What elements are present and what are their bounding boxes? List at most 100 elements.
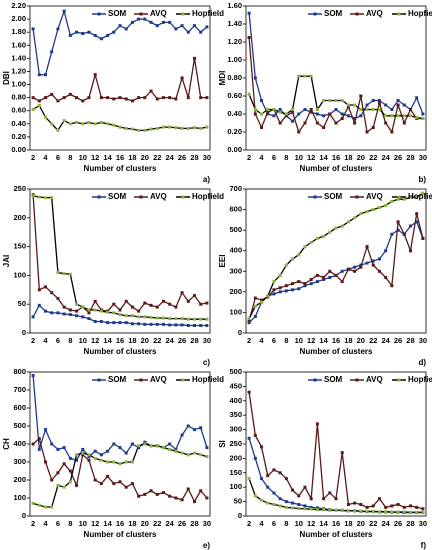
x-tick-label: 30 [419,519,427,528]
y-tick-label: 1.40 [227,19,242,28]
marker [421,507,425,511]
marker [260,300,264,304]
marker [130,314,134,318]
marker [112,442,116,446]
marker [365,245,369,249]
marker [99,458,103,462]
y-tick-label: 1.20 [227,37,242,46]
marker [44,309,48,313]
y-tick-label: 0.60 [11,106,26,115]
marker [50,442,54,446]
marker [168,442,172,446]
marker [291,282,295,286]
marker [37,103,41,107]
x-tick-label: 16 [332,153,340,162]
marker [365,505,369,509]
marker [161,446,165,450]
marker [149,489,153,493]
x-tick-label: 8 [68,336,72,345]
panel-label: a) [203,175,210,184]
marker [322,497,326,501]
marker [309,240,313,244]
x-tick-label: 4 [259,519,264,528]
marker [353,509,357,513]
marker [62,312,66,316]
marker [174,97,178,101]
marker [75,302,79,306]
marker [309,74,313,78]
legend-label: SOM [324,9,343,18]
marker [44,505,48,509]
marker [346,220,350,224]
x-tick-label: 12 [307,153,315,162]
marker [402,232,406,236]
marker [260,477,264,481]
marker [371,504,375,508]
marker [50,478,54,482]
marker [291,110,295,114]
legend-marker [313,378,317,382]
y-tick-label: 200 [13,213,26,222]
marker [278,497,282,501]
marker [137,309,141,313]
marker [199,426,203,430]
marker [130,99,134,103]
legend-marker [355,195,359,199]
marker [353,265,357,269]
x-tick-label: 6 [272,336,276,345]
plot-frame [245,188,427,334]
x-tick-label: 16 [332,336,340,345]
marker [161,96,165,100]
marker [303,282,307,286]
panel-label: c) [203,358,210,367]
x-tick-label: 28 [190,336,198,345]
marker [340,509,344,513]
marker [124,321,128,325]
marker [50,505,54,509]
y-tick-label: 0.40 [11,119,26,128]
marker [174,27,178,31]
marker [371,108,375,111]
marker [377,99,381,102]
marker [186,96,190,100]
marker [353,501,357,505]
marker [328,275,332,279]
marker [112,97,116,101]
marker [174,305,178,309]
marker [75,96,79,100]
y-tick-label: 0.60 [227,91,242,100]
marker [106,310,110,314]
x-axis-label: Number of clusters [300,164,373,173]
marker [168,20,172,24]
marker [205,125,209,129]
marker [118,462,122,466]
marker [384,203,388,207]
marker [291,288,295,292]
marker [93,449,97,453]
x-tick-label: 10 [79,153,87,162]
marker [180,451,184,455]
x-tick-label: 16 [116,519,124,528]
marker [205,317,209,321]
marker [186,30,190,34]
marker [75,30,79,34]
x-tick-label: 22 [369,336,377,345]
marker [192,317,196,321]
x-tick-label: 14 [103,153,112,162]
marker [155,316,159,320]
marker [44,196,48,200]
y-tick-label: 0.80 [227,73,242,82]
marker [346,114,350,118]
marker [346,105,350,109]
marker [174,447,178,451]
marker [309,507,313,511]
series-line [248,213,424,321]
marker [31,442,35,446]
marker [118,24,122,28]
marker [346,509,350,513]
x-tick-label: 6 [56,519,60,528]
marker [31,501,35,505]
legend-marker [397,378,401,382]
marker [253,76,257,80]
marker [408,195,412,199]
